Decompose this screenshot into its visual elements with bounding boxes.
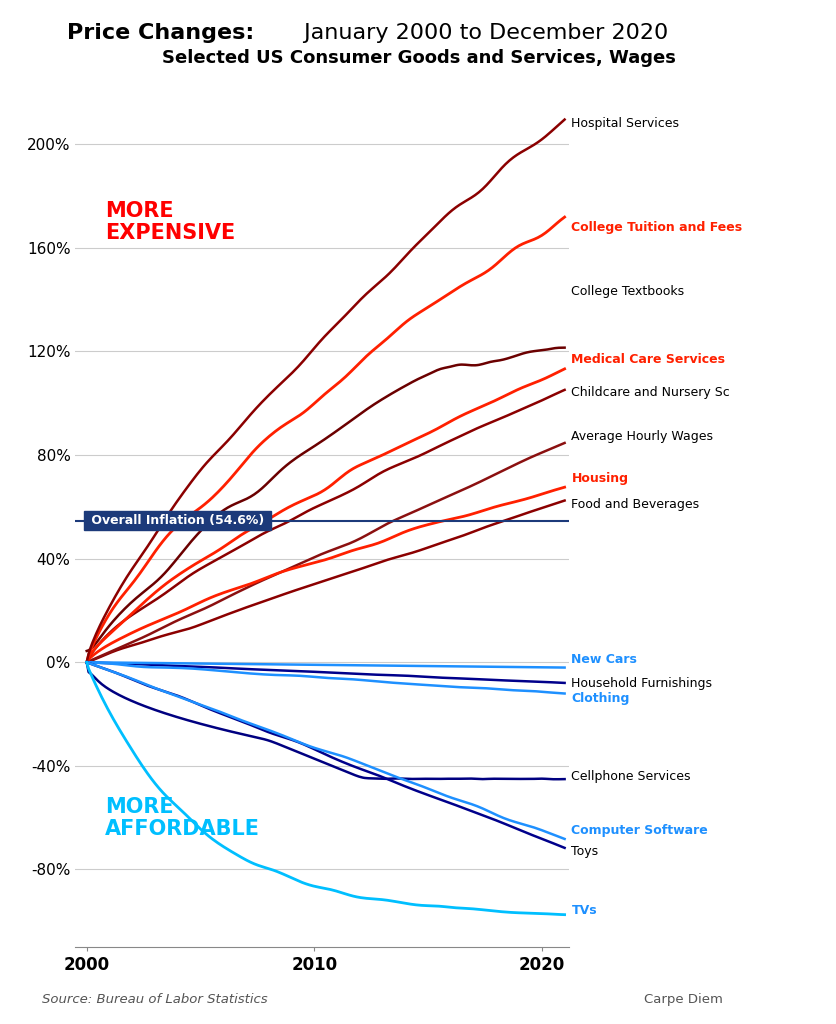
Text: Average Hourly Wages: Average Hourly Wages: [571, 430, 712, 443]
Text: Medical Care Services: Medical Care Services: [571, 352, 725, 366]
Text: January 2000 to December 2020: January 2000 to December 2020: [297, 23, 668, 43]
Text: Food and Beverages: Food and Beverages: [571, 498, 699, 511]
Text: Hospital Services: Hospital Services: [571, 117, 679, 130]
Text: Housing: Housing: [571, 472, 628, 485]
Text: Carpe Diem: Carpe Diem: [644, 992, 722, 1006]
Text: MORE
EXPENSIVE: MORE EXPENSIVE: [104, 202, 235, 243]
Text: College Tuition and Fees: College Tuition and Fees: [571, 220, 742, 233]
Text: Household Furnishings: Household Furnishings: [571, 677, 711, 689]
Text: Childcare and Nursery Sc: Childcare and Nursery Sc: [571, 386, 729, 399]
Text: Clothing: Clothing: [571, 692, 629, 706]
Text: Selected US Consumer Goods and Services, Wages: Selected US Consumer Goods and Services,…: [161, 49, 675, 68]
Text: Source: Bureau of Labor Statistics: Source: Bureau of Labor Statistics: [42, 992, 268, 1006]
Text: Cellphone Services: Cellphone Services: [571, 770, 690, 782]
Text: MORE
AFFORDABLE: MORE AFFORDABLE: [104, 797, 260, 839]
Text: Overall Inflation (54.6%): Overall Inflation (54.6%): [87, 514, 268, 527]
Text: TVs: TVs: [571, 904, 596, 918]
Text: Price Changes:: Price Changes:: [67, 23, 254, 43]
Text: Toys: Toys: [571, 845, 598, 858]
Text: New Cars: New Cars: [571, 653, 636, 667]
Text: Computer Software: Computer Software: [571, 824, 707, 838]
Text: College Textbooks: College Textbooks: [571, 286, 684, 298]
